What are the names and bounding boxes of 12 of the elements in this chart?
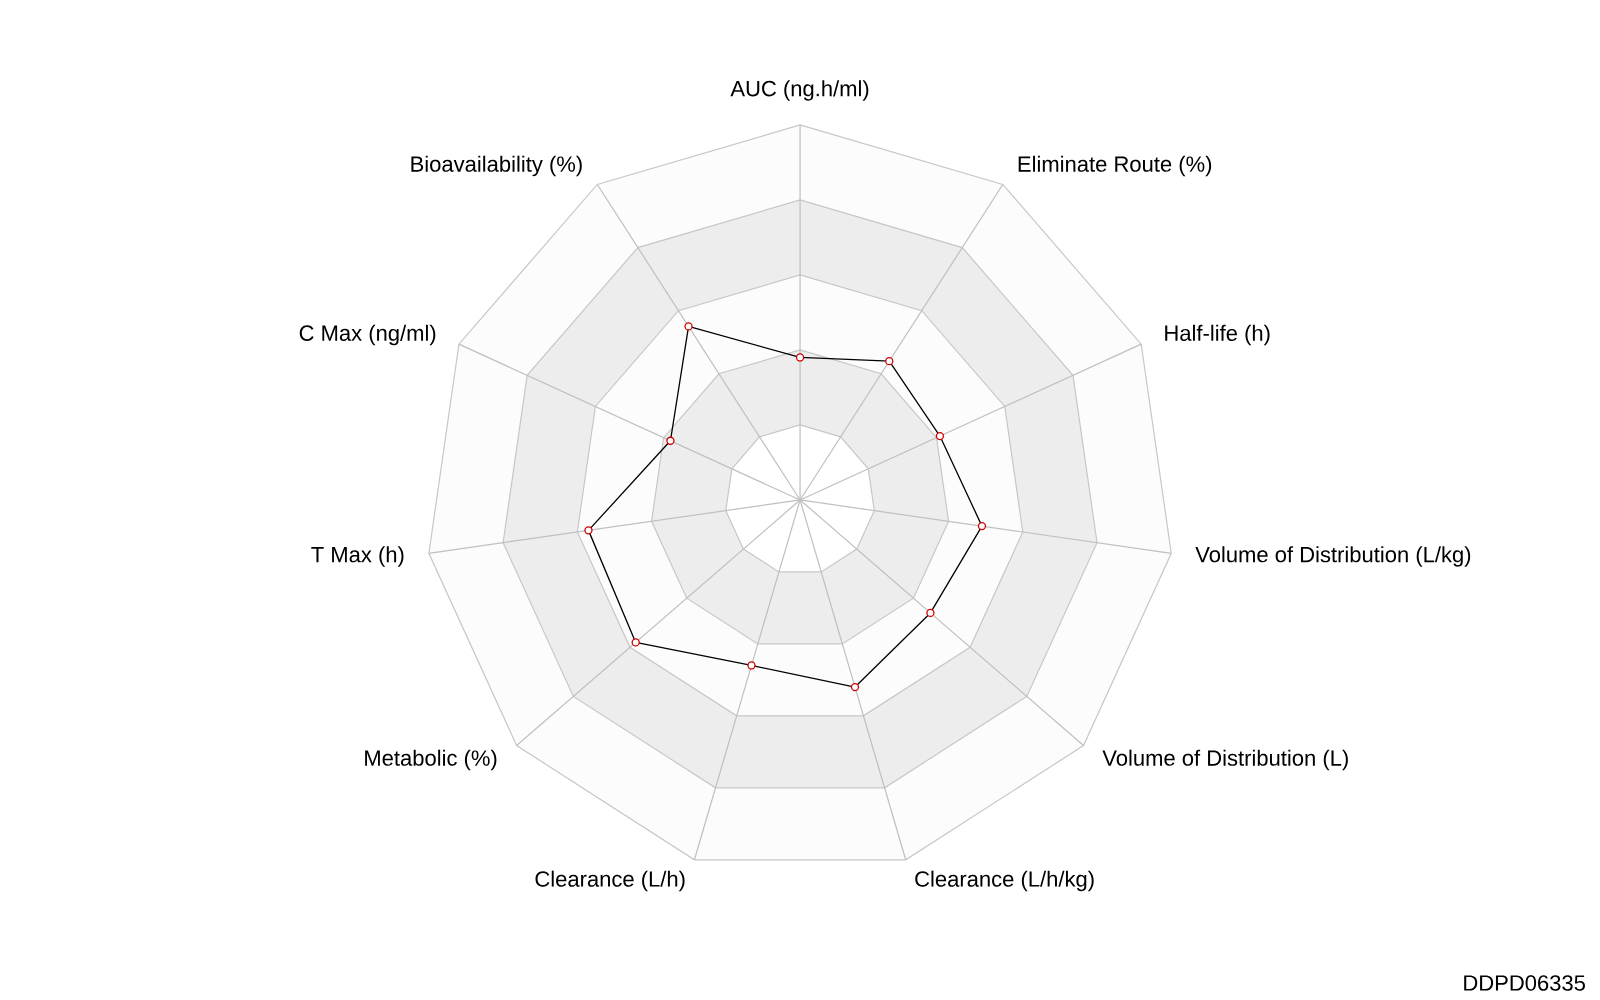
spoke-label: Volume of Distribution (L) (1102, 749, 1348, 771)
spoke-label: Clearance (L/h/kg) (915, 870, 1094, 892)
spoke-label: T Max (h) (311, 546, 404, 567)
spoke-label: Metabolic (%) (365, 749, 497, 771)
spoke-label: Bioavailability (%) (411, 155, 582, 177)
spoke-label: Half-life (h) (1165, 324, 1270, 346)
spoke-label: C Max (ng/ml) (299, 324, 436, 346)
spoke-label: Volume of Distribution (L/kg) (1195, 546, 1471, 567)
spoke-label: Eliminate Route (%) (1018, 155, 1212, 177)
spoke-label: Clearance (L/h) (535, 870, 685, 892)
spoke-label: AUC (ng.h/ml) (730, 80, 869, 101)
text: DDPD06335 (1464, 975, 1585, 991)
